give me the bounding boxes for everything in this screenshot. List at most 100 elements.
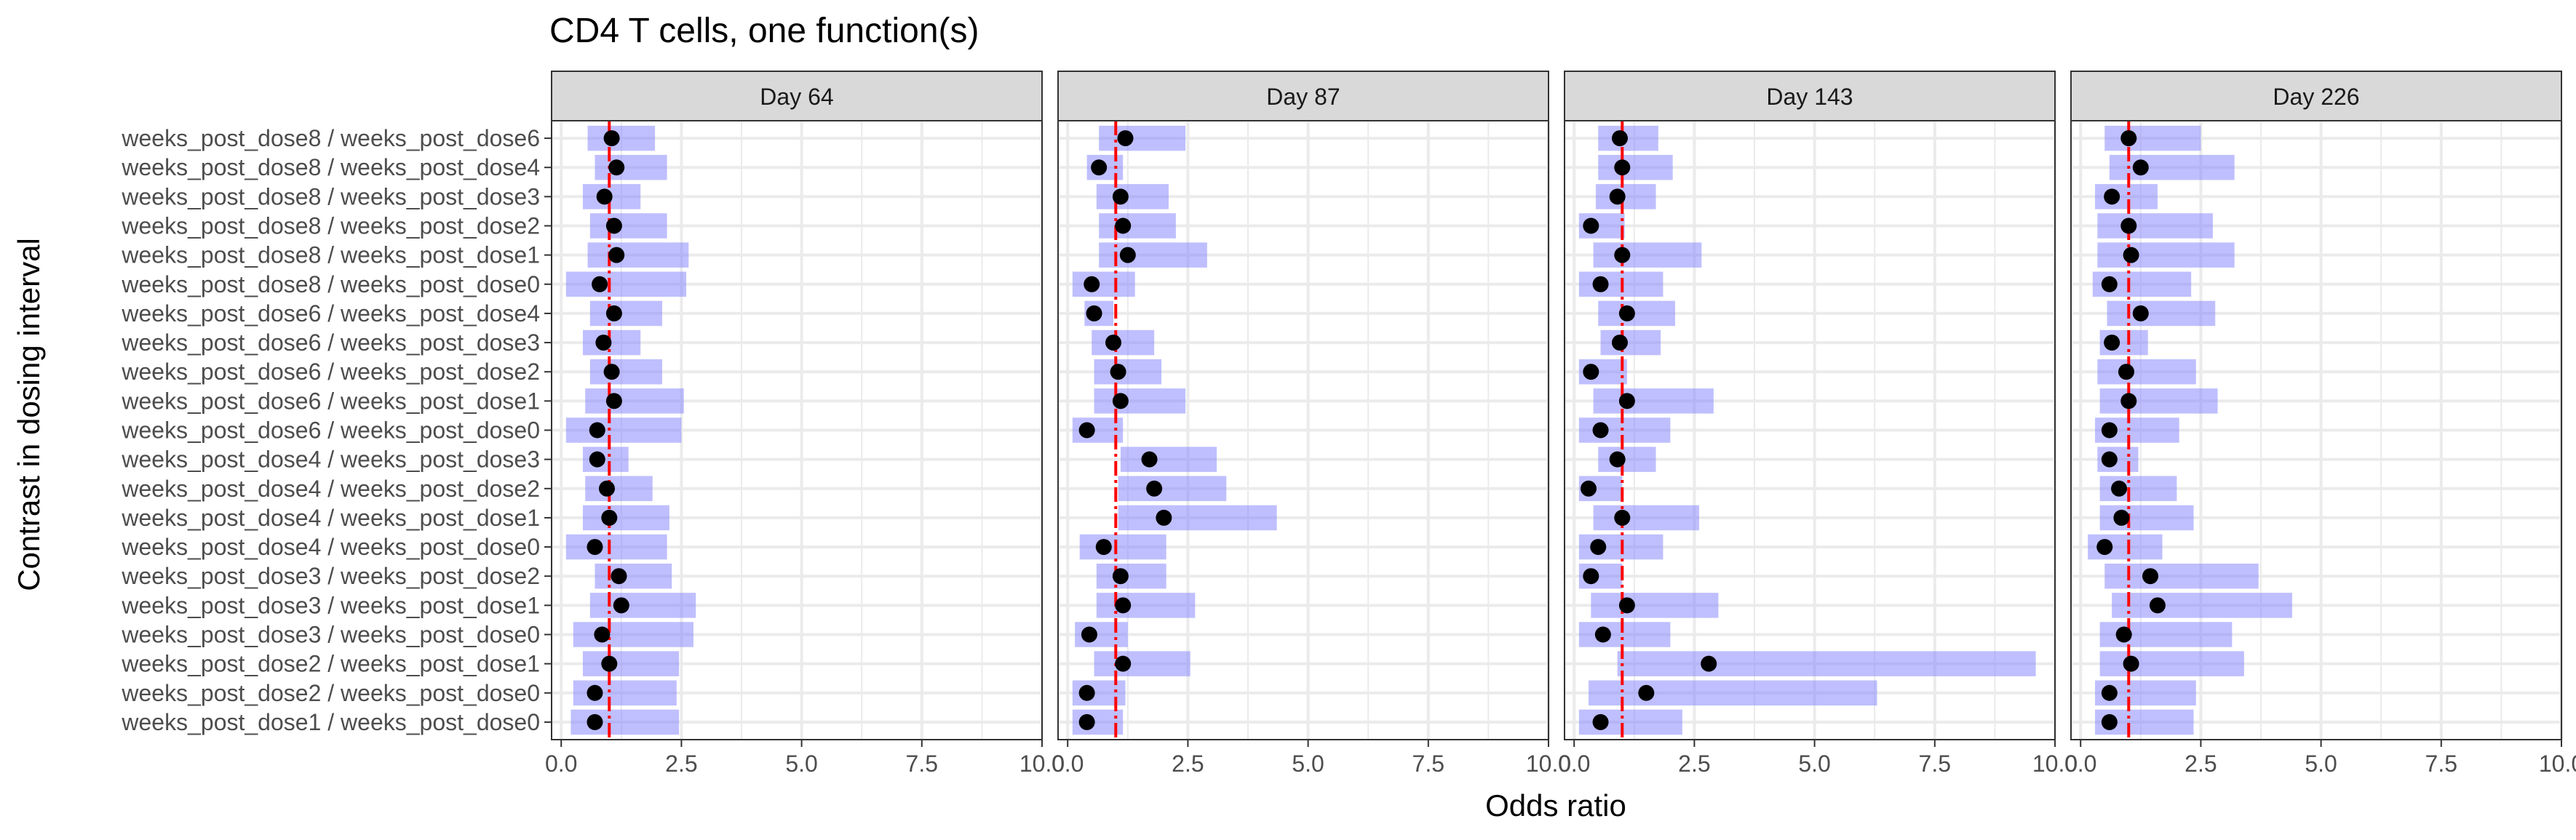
estimate-point <box>601 655 618 672</box>
interval-bar <box>587 125 656 151</box>
estimate-point <box>587 539 603 556</box>
estimate-point <box>2104 188 2120 205</box>
interval-bar <box>1094 388 1186 414</box>
interval-bar <box>1593 388 1714 414</box>
x-tick-label: 0.0 <box>1052 751 1084 777</box>
interval-bar <box>585 476 653 502</box>
interval-bar <box>2099 651 2244 676</box>
interval-bar <box>565 417 682 443</box>
panel-border <box>1057 120 1549 740</box>
panel-border <box>2070 120 2562 740</box>
estimate-point <box>1115 217 1132 234</box>
x-axis: 0.0 2.5 5.0 7.5 10.0 <box>1558 740 2078 777</box>
x-tick-label: 2.5 <box>1172 751 1204 777</box>
estimate-point <box>1611 335 1628 351</box>
estimate-point <box>2132 305 2149 321</box>
interval-bar <box>582 651 680 676</box>
estimate-point <box>601 509 618 526</box>
y-tick-label: weeks_post_dose2 / weeks_post_dose0 <box>121 680 540 706</box>
interval-bar <box>1079 534 1166 560</box>
estimate-point <box>594 626 611 643</box>
estimate-point <box>2101 422 2118 439</box>
estimate-point <box>1609 188 1626 205</box>
interval-bar <box>1591 593 1719 618</box>
x-tick-label: 7.5 <box>906 751 938 777</box>
estimate-point <box>1614 509 1631 526</box>
estimate-point <box>1078 422 1095 439</box>
y-tick-label: weeks_post_dose3 / weeks_post_dose0 <box>121 621 540 647</box>
facet-panel: Day 226 0.0 2.5 5.0 7.5 10.0 <box>2064 71 2576 777</box>
estimate-point <box>613 597 629 614</box>
interval-bar <box>1600 329 1661 356</box>
facet-strip-label: Day 226 <box>2273 84 2359 110</box>
estimate-point <box>589 422 605 439</box>
estimate-point <box>1112 188 1129 205</box>
estimate-point <box>1084 276 1100 292</box>
estimate-point <box>1638 684 1655 701</box>
estimate-point <box>587 713 603 730</box>
interval-bar <box>589 593 696 618</box>
y-tick-label: weeks_post_dose6 / weeks_post_dose4 <box>121 300 540 327</box>
estimate-point <box>1081 626 1097 643</box>
interval-bar <box>2104 125 2201 151</box>
estimate-points <box>1078 130 1172 730</box>
y-tick-label: weeks_post_dose1 / weeks_post_dose0 <box>121 709 540 735</box>
interval-bar <box>565 534 667 560</box>
estimate-point <box>2101 451 2118 468</box>
x-axis: 0.0 2.5 5.0 7.5 10.0 <box>1052 740 1571 777</box>
y-tick-label: weeks_post_dose4 / weeks_post_dose1 <box>121 505 540 531</box>
x-axis: 0.0 2.5 5.0 7.5 10.0 <box>2064 740 2576 777</box>
estimate-point <box>1141 451 1158 468</box>
y-tick-label: weeks_post_dose6 / weeks_post_dose1 <box>121 388 540 414</box>
interval-bar <box>565 271 687 297</box>
y-tick-label: weeks_post_dose8 / weeks_post_dose4 <box>121 154 540 180</box>
x-tick-label: 7.5 <box>2425 751 2457 777</box>
facet-panel: Day 87 0.0 2.5 5.0 7.5 10.0 <box>1052 71 1571 777</box>
interval-bar <box>595 154 667 180</box>
estimate-point <box>1117 130 1134 147</box>
interval-bar <box>2109 154 2235 180</box>
facet-strip-label: Day 64 <box>760 84 833 110</box>
estimate-point <box>1086 305 1102 321</box>
y-tick-label: weeks_post_dose8 / weeks_post_dose1 <box>121 242 540 268</box>
estimate-point <box>2111 480 2128 497</box>
interval-bar <box>1118 476 1227 502</box>
estimate-point <box>1115 597 1132 614</box>
y-tick-labels: weeks_post_dose8 / weeks_post_dose6weeks… <box>121 125 552 735</box>
estimate-point <box>1609 451 1626 468</box>
interval-bar <box>2097 359 2196 385</box>
estimate-point <box>603 364 620 380</box>
interval-bar <box>2097 213 2213 239</box>
estimate-point <box>1701 655 1717 672</box>
x-tick-label: 10.0 <box>1526 751 1571 777</box>
x-tick-label: 7.5 <box>1919 751 1951 777</box>
estimate-point <box>2101 713 2118 730</box>
x-axis-label: Odds ratio <box>1485 788 1626 823</box>
interval-bar <box>589 300 662 327</box>
interval-bar <box>1593 505 1700 531</box>
interval-bar <box>1589 680 1877 706</box>
estimate-point <box>2123 655 2139 672</box>
estimate-point <box>589 451 605 468</box>
estimate-points <box>1581 130 1717 730</box>
estimate-point <box>1614 159 1631 176</box>
x-tick-label: 2.5 <box>2185 751 2217 777</box>
y-tick-label: weeks_post_dose4 / weeks_post_dose2 <box>121 476 540 502</box>
interval-bar <box>1598 300 1675 327</box>
interval-bar <box>1598 125 1658 151</box>
y-tick-label: weeks_post_dose4 / weeks_post_dose0 <box>121 534 540 560</box>
estimate-point <box>1581 480 1597 497</box>
estimate-point <box>2149 597 2166 614</box>
interval-bar <box>2099 388 2218 414</box>
estimate-point <box>2101 684 2118 701</box>
y-tick-label: weeks_post_dose6 / weeks_post_dose2 <box>121 359 540 385</box>
x-tick-label: 10.0 <box>1019 751 1065 777</box>
interval-bar <box>2097 242 2235 268</box>
estimate-point <box>1078 684 1095 701</box>
estimate-point <box>2120 393 2137 409</box>
x-tick-label: 10.0 <box>2032 751 2078 777</box>
interval-bars <box>1578 125 2036 735</box>
interval-bar <box>589 359 662 385</box>
estimate-point <box>1112 393 1129 409</box>
